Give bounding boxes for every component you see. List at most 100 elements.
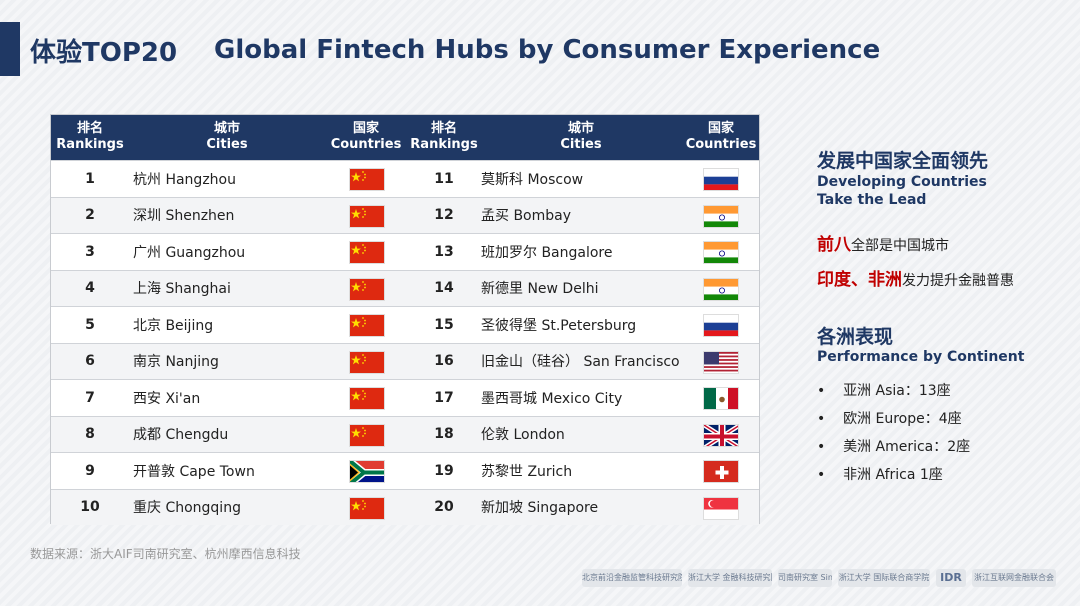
city-cell: 班加罗尔 Bangalore (481, 244, 613, 261)
header-rank-en: Rankings (56, 137, 124, 152)
table-row: 2 深圳 Shenzhen 12 孟买 Bombay (51, 196, 759, 233)
header-rank-cn: 排名 (430, 121, 457, 136)
table-row: 9 开普敦 Cape Town 19 苏黎世 Zurich (51, 452, 759, 489)
highlight-top-eight: 前八全部是中国城市 (817, 230, 949, 255)
rank-cell: 11 (434, 170, 454, 187)
table-row: 10 重庆 Chongqing 20 新加坡 Singapore (51, 488, 759, 525)
china-flag-icon (349, 168, 385, 191)
city-cell: 上海 Shanghai (133, 281, 231, 298)
city-cell: 西安 Xi'an (133, 390, 201, 407)
city-cell: 苏黎世 Zurich (481, 463, 573, 480)
city-cell: 杭州 Hangzhou (133, 171, 236, 188)
rank-cell: 15 (434, 316, 454, 333)
rank-cell: 14 (434, 280, 454, 297)
header-country-en: Countries (685, 137, 757, 152)
page-title-cn: 体验TOP20 (30, 38, 178, 68)
city-cell: 南京 Nanjing (133, 354, 219, 371)
russia-flag-icon (703, 168, 739, 191)
bullet-asia: • 亚洲 Asia：13座 (817, 383, 951, 399)
header-rank-en: Rankings (410, 137, 478, 152)
header-country-left: 国家 Countries (325, 121, 407, 153)
table-row: 8 成都 Chengdu 18 伦敦 London (51, 415, 759, 452)
highlight-india-africa: 印度、非洲发力提升金融普惠 (817, 265, 1014, 290)
rank-cell: 12 (434, 207, 454, 224)
rankings-table: 排名 Rankings 城市 Cities 国家 Countries 排名 Ra… (50, 114, 760, 525)
section-developing-cn: 发展中国家全面领先 (817, 150, 989, 172)
rank-cell: 18 (434, 426, 454, 443)
highlight-india-africa-text: 发力提升金融普惠 (902, 273, 1014, 289)
header-country-cn: 国家 (352, 121, 379, 136)
header-rank-right: 排名 Rankings (407, 121, 481, 153)
header-city-cn: 城市 (213, 121, 240, 136)
logo-beijing-institute: 北京前沿金融监管科技研究院 (582, 569, 682, 587)
city-cell: 广州 Guangzhou (133, 244, 246, 261)
table-row: 3 广州 Guangzhou 13 班加罗尔 Bangalore (51, 233, 759, 270)
bullet-america-text: 美洲 America：2座 (843, 439, 971, 455)
rank-cell: 4 (85, 280, 95, 297)
bullet-america: • 美洲 America：2座 (817, 439, 971, 455)
partner-logos: 北京前沿金融监管科技研究院 浙江大学 金融科技研究院 司南研究室 Sinai L… (582, 566, 1062, 590)
header-country-cn: 国家 (707, 121, 734, 136)
header-city-en: Cities (560, 137, 602, 152)
rank-cell: 5 (85, 316, 95, 333)
data-source-note: 数据来源：浙大AIF司南研究室、杭州摩西信息科技 (30, 547, 301, 561)
singapore-flag-icon (703, 496, 739, 520)
logo-zhejiang-internet-finance: 浙江互联网金融联合会 (972, 569, 1056, 587)
city-cell: 成都 Chengdu (133, 427, 229, 444)
rank-cell: 1 (85, 170, 95, 187)
city-cell: 重庆 Chongqing (133, 500, 241, 517)
city-cell: 圣彼得堡 St.Petersburg (481, 317, 637, 334)
header-rank-cn: 排名 (76, 121, 103, 136)
rank-cell: 19 (434, 462, 454, 479)
city-cell: 伦敦 London (481, 427, 565, 444)
city-cell: 新加坡 Singapore (481, 500, 599, 517)
south-africa-flag-icon (349, 460, 385, 483)
section-developing-en-1: Developing Countries (817, 174, 987, 190)
rank-cell: 20 (434, 499, 454, 516)
city-cell: 莫斯科 Moscow (481, 171, 584, 188)
city-cell: 孟买 Bombay (481, 208, 572, 225)
rank-cell: 10 (80, 499, 100, 516)
table-row: 5 北京 Beijing 15 圣彼得堡 St.Petersburg (51, 306, 759, 343)
table-row: 6 南京 Nanjing 16 旧金山（硅谷） San Francisco (51, 342, 759, 379)
header-rank-left: 排名 Rankings (51, 121, 129, 153)
china-flag-icon (349, 314, 385, 337)
city-cell: 深圳 Shenzhen (133, 208, 235, 225)
india-flag-icon (703, 277, 739, 301)
bullet-africa: • 非洲 Africa 1座 (817, 467, 943, 483)
rank-cell: 8 (85, 426, 95, 443)
russia-flag-icon (703, 314, 739, 337)
rank-cell: 7 (85, 389, 95, 406)
uk-flag-icon (703, 423, 739, 447)
table-header: 排名 Rankings 城市 Cities 国家 Countries 排名 Ra… (51, 115, 759, 160)
rank-cell: 16 (434, 353, 454, 370)
rank-cell: 17 (434, 389, 454, 406)
china-flag-icon (349, 496, 385, 520)
logo-sinai-lab: 司南研究室 Sinai Lab (778, 569, 832, 587)
rank-cell: 2 (85, 207, 95, 224)
bullet-europe-text: 欧洲 Europe：4座 (843, 411, 962, 427)
india-flag-icon (703, 241, 739, 264)
section-developing-en-2: Take the Lead (817, 192, 927, 208)
header-country-en: Countries (330, 137, 402, 152)
china-flag-icon (349, 241, 385, 264)
china-flag-icon (349, 423, 385, 447)
mexico-flag-icon (703, 387, 739, 410)
logo-idr: IDR (936, 569, 966, 587)
rank-cell: 6 (85, 353, 95, 370)
city-cell: 旧金山（硅谷） San Francisco (481, 354, 680, 371)
table-row: 4 上海 Shanghai 14 新德里 New Delhi (51, 269, 759, 306)
city-cell: 北京 Beijing (133, 317, 214, 334)
india-flag-icon (703, 204, 739, 228)
bullet-asia-text: 亚洲 Asia：13座 (843, 383, 951, 399)
table-row: 1 杭州 Hangzhou 11 莫斯科 Moscow (51, 160, 759, 197)
china-flag-icon (349, 350, 385, 374)
section-continent-cn: 各洲表现 (817, 326, 894, 348)
china-flag-icon (349, 204, 385, 228)
rank-cell: 13 (434, 243, 454, 260)
header-country-right: 国家 Countries (681, 121, 761, 153)
bullet-africa-text: 非洲 Africa 1座 (843, 467, 943, 483)
city-cell: 开普敦 Cape Town (133, 463, 255, 480)
city-cell: 墨西哥城 Mexico City (481, 390, 623, 407)
highlight-top-eight-text: 全部是中国城市 (851, 238, 949, 254)
